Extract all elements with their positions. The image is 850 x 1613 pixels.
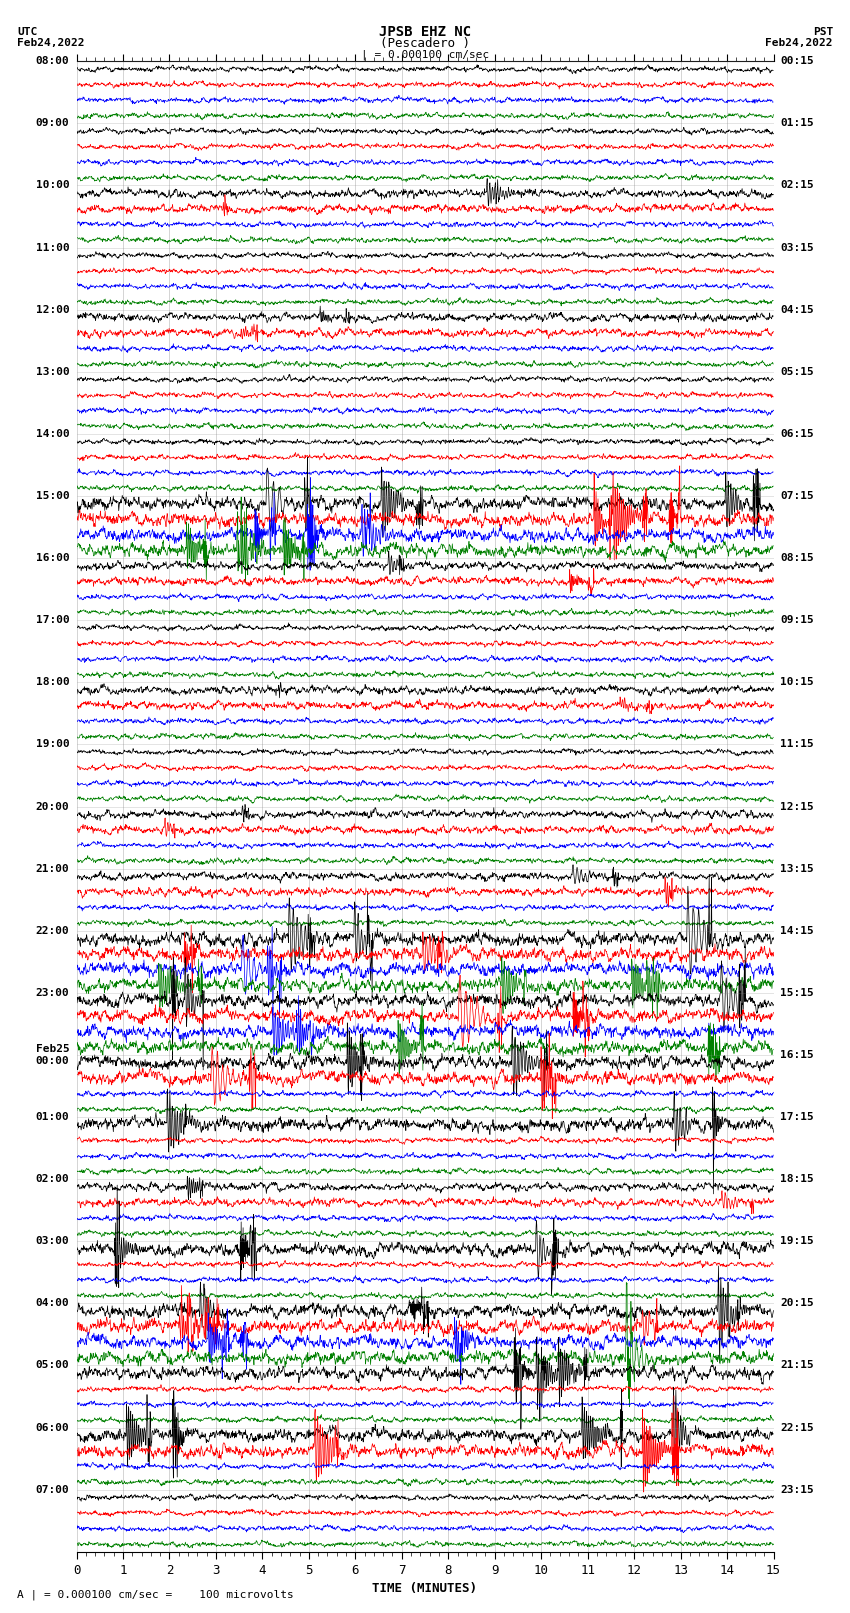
Text: 21:15: 21:15 xyxy=(780,1360,814,1371)
Text: 02:00: 02:00 xyxy=(36,1174,70,1184)
Text: PST: PST xyxy=(813,27,833,37)
Text: 03:00: 03:00 xyxy=(36,1236,70,1247)
Text: 20:15: 20:15 xyxy=(780,1298,814,1308)
Text: 16:00: 16:00 xyxy=(36,553,70,563)
Text: 12:00: 12:00 xyxy=(36,305,70,315)
Text: 13:00: 13:00 xyxy=(36,366,70,377)
Text: 22:00: 22:00 xyxy=(36,926,70,936)
Text: 04:00: 04:00 xyxy=(36,1298,70,1308)
Text: 14:00: 14:00 xyxy=(36,429,70,439)
Text: 20:00: 20:00 xyxy=(36,802,70,811)
Text: 23:15: 23:15 xyxy=(780,1484,814,1495)
Text: 16:15: 16:15 xyxy=(780,1050,814,1060)
Text: 04:15: 04:15 xyxy=(780,305,814,315)
Text: Feb25
00:00: Feb25 00:00 xyxy=(36,1044,70,1066)
Text: 01:15: 01:15 xyxy=(780,118,814,129)
Text: 08:15: 08:15 xyxy=(780,553,814,563)
Text: 00:15: 00:15 xyxy=(780,56,814,66)
Text: 12:15: 12:15 xyxy=(780,802,814,811)
Text: 11:00: 11:00 xyxy=(36,242,70,253)
Text: 05:15: 05:15 xyxy=(780,366,814,377)
Text: JPSB EHZ NC: JPSB EHZ NC xyxy=(379,24,471,39)
Text: UTC: UTC xyxy=(17,27,37,37)
Text: | = 0.000100 cm/sec: | = 0.000100 cm/sec xyxy=(361,48,489,60)
Text: 18:00: 18:00 xyxy=(36,677,70,687)
Text: 06:15: 06:15 xyxy=(780,429,814,439)
Text: (Pescadero ): (Pescadero ) xyxy=(380,37,470,50)
Text: 07:00: 07:00 xyxy=(36,1484,70,1495)
Text: Feb24,2022: Feb24,2022 xyxy=(17,39,84,48)
X-axis label: TIME (MINUTES): TIME (MINUTES) xyxy=(372,1582,478,1595)
Text: 13:15: 13:15 xyxy=(780,863,814,874)
Text: 17:15: 17:15 xyxy=(780,1111,814,1123)
Text: 19:00: 19:00 xyxy=(36,739,70,750)
Text: 17:00: 17:00 xyxy=(36,615,70,626)
Text: 02:15: 02:15 xyxy=(780,181,814,190)
Text: 06:00: 06:00 xyxy=(36,1423,70,1432)
Text: 10:15: 10:15 xyxy=(780,677,814,687)
Text: 11:15: 11:15 xyxy=(780,739,814,750)
Text: 21:00: 21:00 xyxy=(36,863,70,874)
Text: 09:15: 09:15 xyxy=(780,615,814,626)
Text: 10:00: 10:00 xyxy=(36,181,70,190)
Text: 09:00: 09:00 xyxy=(36,118,70,129)
Text: 15:00: 15:00 xyxy=(36,490,70,502)
Text: 23:00: 23:00 xyxy=(36,987,70,998)
Text: 22:15: 22:15 xyxy=(780,1423,814,1432)
Text: 01:00: 01:00 xyxy=(36,1111,70,1123)
Text: 08:00: 08:00 xyxy=(36,56,70,66)
Text: 07:15: 07:15 xyxy=(780,490,814,502)
Text: 05:00: 05:00 xyxy=(36,1360,70,1371)
Text: Feb24,2022: Feb24,2022 xyxy=(766,39,833,48)
Text: 19:15: 19:15 xyxy=(780,1236,814,1247)
Text: A | = 0.000100 cm/sec =    100 microvolts: A | = 0.000100 cm/sec = 100 microvolts xyxy=(17,1589,294,1600)
Text: 14:15: 14:15 xyxy=(780,926,814,936)
Text: 15:15: 15:15 xyxy=(780,987,814,998)
Text: 03:15: 03:15 xyxy=(780,242,814,253)
Text: 18:15: 18:15 xyxy=(780,1174,814,1184)
